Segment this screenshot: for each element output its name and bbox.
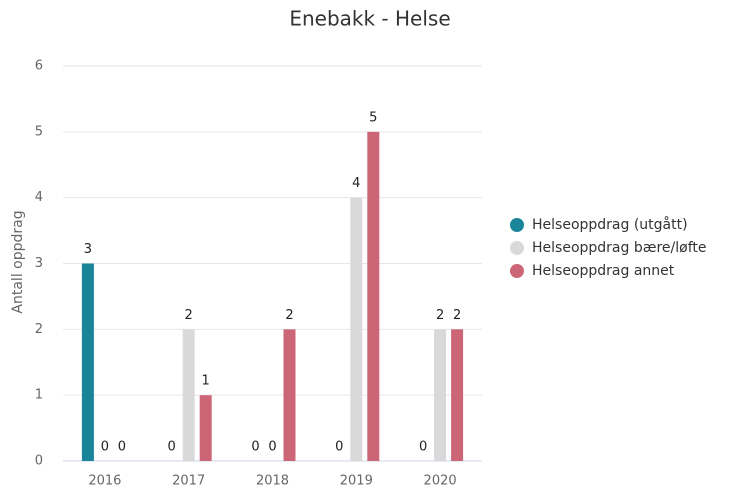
data-label: 0	[101, 440, 109, 455]
data-label: 2	[285, 308, 293, 323]
data-label: 0	[168, 440, 176, 455]
y-tick-label: 1	[35, 388, 43, 403]
x-tick-label: 2019	[340, 474, 373, 489]
legend-label[interactable]: Helseoppdrag (utgått)	[532, 216, 688, 233]
data-label: 1	[202, 374, 210, 389]
data-label: 2	[453, 308, 461, 323]
y-tick-label: 2	[35, 322, 43, 337]
bar	[350, 197, 363, 461]
data-label: 2	[436, 308, 444, 323]
y-tick-label: 0	[35, 454, 43, 469]
data-label: 0	[268, 440, 276, 455]
x-tick-label: 2020	[424, 474, 457, 489]
x-tick-label: 2017	[172, 474, 205, 489]
bar	[199, 395, 212, 461]
chart-title: Enebakk - Helse	[289, 7, 450, 31]
legend-label[interactable]: Helseoppdrag bære/løfte	[532, 240, 707, 256]
bar	[367, 131, 380, 462]
y-tick-label: 5	[35, 124, 43, 139]
bar	[81, 263, 94, 461]
legend-symbol	[510, 241, 524, 255]
data-label: 5	[369, 110, 377, 125]
data-label: 0	[419, 440, 427, 455]
y-tick-label: 4	[35, 190, 43, 205]
bar	[182, 329, 195, 461]
y-tick-label: 3	[35, 256, 43, 271]
legend-label[interactable]: Helseoppdrag annet	[532, 263, 675, 279]
bar	[283, 329, 296, 461]
data-label: 0	[335, 440, 343, 455]
bar	[434, 329, 447, 461]
legend-symbol	[510, 264, 524, 278]
data-label: 3	[84, 242, 92, 257]
x-tick-label: 2016	[88, 474, 121, 489]
y-tick-label: 6	[35, 59, 43, 74]
y-axis-label: Antall oppdrag	[10, 210, 26, 313]
x-tick-label: 2018	[256, 474, 289, 489]
data-label: 0	[118, 440, 126, 455]
legend-symbol	[510, 218, 524, 232]
data-label: 0	[251, 440, 259, 455]
bar	[451, 329, 464, 461]
data-label: 4	[352, 176, 360, 191]
data-label: 2	[185, 308, 193, 323]
